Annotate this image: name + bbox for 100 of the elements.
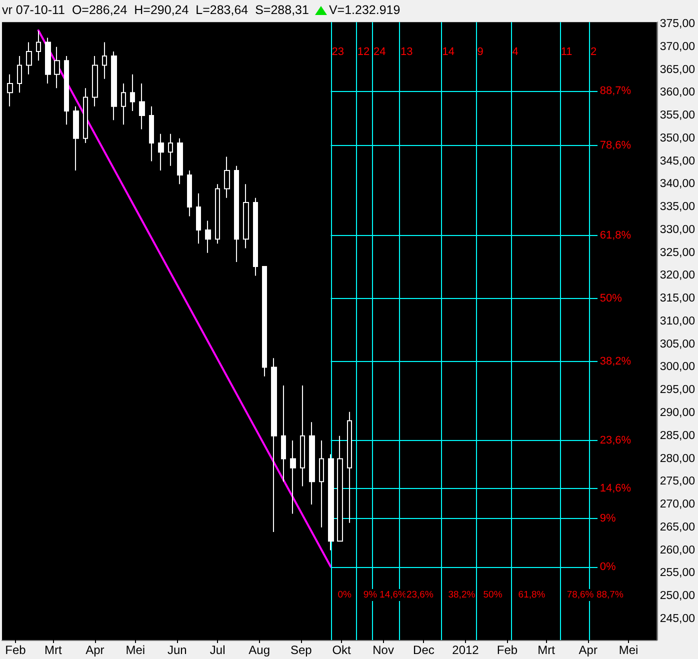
x-tick-label: Apr — [86, 643, 104, 657]
y-tick-label: 285,00 — [660, 430, 696, 442]
candlestick — [158, 133, 164, 171]
ref-line-label: 9% — [363, 590, 378, 600]
candlestick — [111, 50, 117, 121]
y-tick-label: 340,00 — [660, 178, 696, 190]
x-tick-label: Jun — [167, 643, 187, 657]
y-tick-label: 330,00 — [660, 224, 696, 236]
ref-line-label: 38,2% — [448, 590, 476, 600]
candlestick — [309, 422, 315, 506]
y-tick-label: 280,00 — [660, 452, 696, 465]
annotation: 9 — [477, 46, 484, 58]
y-tick-label: 295,00 — [660, 384, 696, 396]
annotation: 13 — [400, 46, 413, 58]
ref-line-label: 14,6% — [380, 590, 408, 600]
x-tick-label: Mei — [618, 643, 638, 657]
y-tick-label: 300,00 — [660, 361, 696, 374]
y-tick-label: 345,00 — [660, 155, 696, 168]
annotation: 50% — [600, 292, 622, 305]
candlestick — [139, 82, 145, 130]
y-tick-label: 325,00 — [660, 246, 696, 259]
annotation: 9% — [600, 512, 616, 525]
x-tick-label: Mei — [126, 643, 146, 657]
ref-line-label: 23,6% — [406, 590, 434, 600]
y-tick-label: 310,00 — [660, 315, 696, 328]
candlestick — [36, 30, 41, 62]
x-tick-label: Feb — [496, 643, 518, 657]
x-tick-label: Feb — [5, 643, 26, 657]
annotation: 2 — [590, 46, 597, 58]
candlestick — [17, 56, 22, 94]
chart-subtitle: V=1.232.919 — [328, 2, 400, 19]
annotation: 88,7% — [600, 84, 632, 97]
annotation: 24 — [374, 46, 386, 58]
ref-line-label: 88,7% — [596, 590, 624, 600]
y-tick-label: 320,00 — [660, 270, 696, 282]
candlestick — [347, 411, 352, 524]
y-tick-label: 270,00 — [660, 498, 696, 511]
annotation: 14 — [442, 46, 454, 58]
y-tick-label: 375,00 — [660, 18, 696, 30]
candlestick — [337, 435, 343, 542]
candlestick — [234, 165, 239, 262]
annotation: 11 — [560, 46, 572, 58]
y-tick-label: 255,00 — [660, 567, 696, 580]
candlestick — [73, 106, 79, 171]
candlestick — [121, 82, 126, 126]
candlestick — [130, 74, 135, 112]
y-tick-label: 250,00 — [660, 590, 696, 602]
candlestick — [243, 184, 249, 249]
x-tick-label: 2012 — [452, 643, 480, 657]
y-tick-label: 365,00 — [660, 64, 696, 76]
annotation: 14,6% — [600, 482, 632, 495]
annotation: 4 — [512, 46, 518, 58]
candlestick — [205, 220, 211, 254]
candlestick — [224, 156, 230, 198]
candlestick — [26, 42, 32, 75]
ref-line-label: 0% — [338, 590, 352, 600]
annotation: 38,2% — [600, 356, 632, 368]
annotation: 0% — [600, 560, 616, 573]
y-tick-label: 335,00 — [660, 201, 696, 214]
candlestick — [215, 184, 220, 244]
x-tick-label: Nov — [372, 643, 394, 657]
candlestick — [290, 440, 296, 514]
x-tick-label: Okt — [332, 643, 352, 657]
annotation: 23 — [332, 46, 344, 58]
candlestick — [7, 74, 13, 107]
x-tick-label: Dec — [413, 643, 434, 657]
x-tick-label: Mrt — [538, 643, 556, 657]
candlestick — [45, 37, 51, 84]
x-tick-label: Mrt — [44, 643, 63, 657]
y-tick-label: 350,00 — [660, 132, 696, 144]
chart-title: vr 07-10-11 O=286,24 H=290,24 L=283,64 S=288,31 — [2, 2, 309, 19]
candlestick — [196, 192, 201, 244]
ref-line-label: 61,8% — [518, 590, 546, 600]
ref-line-label: 50% — [483, 590, 503, 600]
candlestick — [83, 88, 88, 144]
y-tick-label: 290,00 — [660, 407, 696, 420]
candlestick — [92, 56, 98, 107]
y-tick-label: 305,00 — [660, 338, 696, 350]
ref-line-label: 78,6% — [566, 590, 594, 600]
x-tick-label: Apr — [578, 643, 598, 657]
candlestick — [328, 454, 334, 551]
annotation: 61,8% — [600, 229, 632, 242]
x-tick-label: Aug — [248, 643, 270, 657]
annotation: 23,6% — [600, 434, 632, 446]
candlestick — [253, 197, 258, 276]
candlestick — [187, 170, 192, 217]
candlestick — [168, 133, 173, 166]
candlestick — [262, 266, 267, 377]
y-tick-label: 315,00 — [660, 292, 696, 305]
candlestick — [149, 106, 154, 162]
y-tick-label: 360,00 — [660, 86, 696, 99]
y-tick-label: 265,00 — [660, 521, 696, 534]
y-tick-label: 370,00 — [660, 40, 696, 53]
candlestick — [102, 42, 107, 80]
candlestick — [319, 440, 324, 528]
annotation: 78,6% — [600, 139, 632, 152]
candlestick — [271, 358, 277, 532]
candlestick — [300, 385, 305, 487]
y-tick-label: 275,00 — [660, 476, 696, 488]
candlestick — [64, 56, 69, 126]
